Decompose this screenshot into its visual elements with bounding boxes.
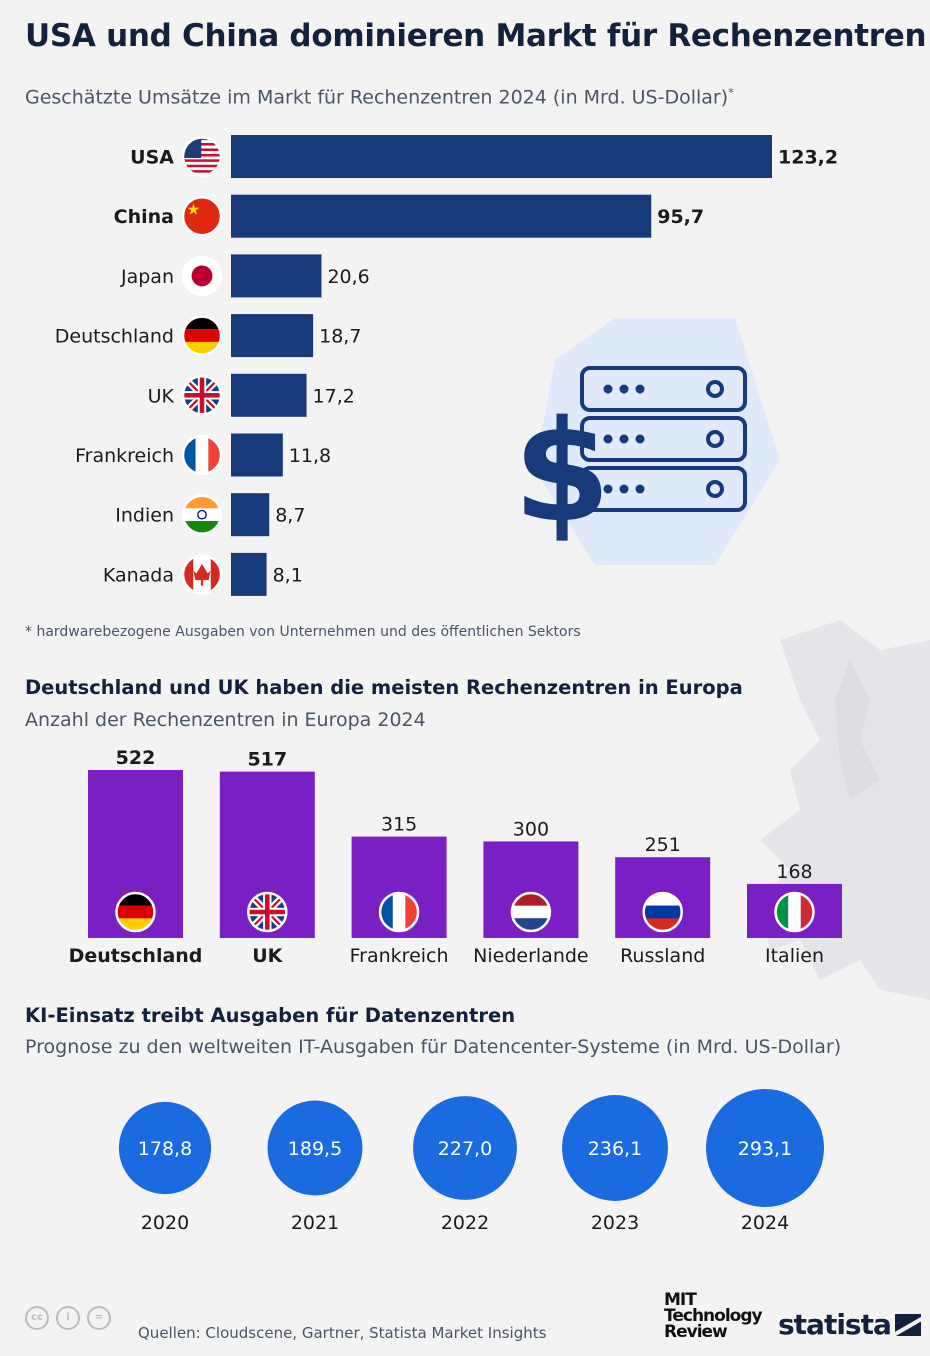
bar	[231, 552, 267, 596]
bar-category-label: Frankreich	[350, 945, 449, 967]
flag-de-icon	[115, 891, 156, 933]
flag-us-icon	[181, 136, 223, 177]
bubble-year-label: 2023	[591, 1212, 639, 1234]
chart2-datacenter-count-bars: 522 Deutschland 517 UK 315 Frankreich 300 Niede…	[69, 747, 842, 967]
chart3-subtitle: Prognose zu den weltweiten IT-Ausgaben f…	[25, 1036, 842, 1058]
bar	[231, 373, 307, 417]
bubble	[413, 1096, 517, 1200]
flag-ca-icon	[181, 554, 223, 595]
flag-uk-icon	[247, 891, 288, 933]
flag-de-icon	[181, 315, 223, 356]
dollar-icon: $	[513, 391, 610, 554]
nd-icon[interactable]: =	[87, 1306, 111, 1330]
mit-logo-line: Technology	[664, 1306, 763, 1326]
bar-category-label: Italien	[765, 945, 824, 967]
flag-in-icon	[181, 494, 223, 535]
bar-category-label: China	[114, 206, 174, 228]
license-icons: cc i =	[25, 1305, 118, 1330]
bar-category-label: Deutschland	[69, 945, 203, 967]
chart1-subtitle-text: Geschätzte Umsätze im Markt für Rechenze…	[25, 86, 729, 109]
bubble-value-label: 178,8	[138, 1138, 192, 1160]
bar	[231, 493, 270, 537]
bar-category-label: USA	[130, 147, 174, 169]
statista-logo-text: statista	[778, 1308, 892, 1341]
bar-value-label: 517	[247, 749, 287, 771]
bubble-year-label: 2020	[141, 1212, 189, 1234]
statista-logo[interactable]: statista	[778, 1308, 921, 1341]
flag-fr-icon	[181, 434, 223, 476]
chart2-title: Deutschland und UK haben die meisten Rec…	[25, 676, 743, 699]
bubble-value-label: 227,0	[438, 1138, 492, 1160]
bubble	[706, 1089, 824, 1207]
chart1-subtitle-asterisk: *	[728, 86, 734, 99]
bubble	[118, 1101, 212, 1195]
bar	[231, 194, 652, 238]
cc-icon[interactable]: cc	[25, 1306, 49, 1330]
bar-value-label: 522	[116, 747, 156, 769]
statista-mark-icon	[894, 1314, 921, 1336]
sources-text: Quellen: Cloudscene, Gartner, Statista M…	[138, 1324, 547, 1342]
flag-nl-icon	[510, 891, 552, 933]
bar-value-label: 8,1	[273, 564, 303, 586]
chart1-subtitle: Geschätzte Umsätze im Markt für Rechenze…	[25, 86, 734, 108]
flag-uk-icon	[181, 375, 223, 416]
bar-value-label: 18,7	[319, 326, 361, 348]
bar-value-label: 123,2	[778, 147, 838, 169]
mit-technology-review-logo[interactable]: MIT Technology Review	[664, 1290, 763, 1342]
bar-value-label: 17,2	[313, 385, 355, 407]
chart3-title: KI-Einsatz treibt Ausgaben für Datenzent…	[25, 1004, 516, 1027]
flag-ru-icon	[642, 891, 683, 933]
bar-value-label: 315	[381, 814, 417, 836]
bar-category-label: Indien	[115, 505, 174, 527]
flag-it-icon	[774, 891, 815, 933]
bar	[231, 314, 314, 358]
bar	[231, 433, 283, 477]
bar-value-label: 95,7	[657, 206, 704, 228]
bar-category-label: Kanada	[103, 564, 174, 586]
bar-value-label: 251	[645, 834, 681, 856]
chart1-footnote: * hardwarebezogene Ausgaben von Unterneh…	[25, 624, 581, 640]
bar-value-label: 11,8	[289, 445, 331, 467]
flag-cn-icon: ★	[181, 195, 223, 237]
bar-category-label: Deutschland	[55, 326, 174, 348]
flag-jp-icon	[181, 255, 223, 297]
chart2-subtitle: Anzahl der Rechenzentren in Europa 2024	[25, 709, 426, 731]
page-title: USA und China dominieren Markt für Reche…	[25, 18, 927, 54]
mit-logo-line: MIT	[664, 1290, 697, 1310]
bubble	[267, 1100, 363, 1196]
server-lights-icon	[603, 384, 645, 494]
bar-value-label: 168	[776, 861, 812, 883]
bubble	[562, 1095, 668, 1201]
bar-value-label: 8,7	[275, 505, 305, 527]
bubble-value-label: 236,1	[588, 1138, 642, 1160]
bar-category-label: Russland	[620, 945, 705, 967]
flag-fr-icon	[378, 891, 420, 933]
chart1-revenue-bars: USA 123,2 China ★ 95,7 Japan 20,6 Deutschland 18…	[55, 135, 838, 596]
bar	[231, 254, 322, 298]
bar-category-label: Japan	[120, 266, 174, 288]
chart3-spending-bubbles: 178,8 2020 189,5 2021 227,0 2022 236,1 2023 293,…	[118, 1089, 824, 1234]
bubble-year-label: 2022	[441, 1212, 489, 1234]
bar-value-label: 300	[513, 818, 549, 840]
bubble-year-label: 2021	[291, 1212, 339, 1234]
svg-text:★: ★	[187, 200, 201, 218]
bar-category-label: UK	[252, 945, 283, 967]
bar-value-label: 20,6	[327, 266, 369, 288]
bar	[231, 135, 772, 178]
by-icon[interactable]: i	[56, 1306, 80, 1330]
hexagon-background	[535, 318, 780, 565]
server-dollar-illustration: $	[513, 318, 780, 565]
bubble-year-label: 2024	[741, 1212, 789, 1234]
bubble-value-label: 293,1	[738, 1138, 792, 1160]
bar-category-label: Niederlande	[473, 945, 588, 967]
mit-logo-line: Review	[664, 1322, 728, 1342]
server-icon	[580, 366, 747, 512]
bubble-value-label: 189,5	[288, 1138, 342, 1160]
bar-category-label: UK	[148, 385, 175, 407]
bar-category-label: Frankreich	[75, 445, 174, 467]
